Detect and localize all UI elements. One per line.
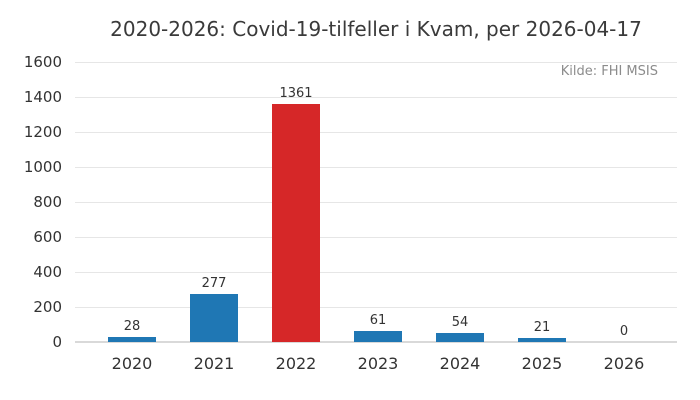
x-tick-label-2026: 2026 [603,354,645,373]
bar-value-label-2026: 0 [619,324,629,339]
x-axis: 2020 2021 2022 2023 2024 2025 2026 [75,354,677,378]
bar-value-label-2021: 277 [201,276,227,291]
y-tick-label: 800 [33,193,62,211]
bar-value-label-2023: 61 [369,313,387,328]
source-annotation: Kilde: FHI MSIS [560,64,658,79]
bar-2020 [108,337,156,342]
gridline [75,132,677,133]
bar-2021 [190,294,238,342]
x-tick-label-2024: 2024 [439,354,481,373]
x-tick-label-2022: 2022 [275,354,317,373]
x-tick-label-2020: 2020 [111,354,153,373]
y-axis: 0 200 400 600 800 1000 1200 1400 1600 [0,53,62,351]
y-tick-label: 1600 [23,53,62,71]
gridline [75,97,677,98]
gridline [75,307,677,308]
gridline [75,167,677,168]
y-tick-label: 1400 [23,88,62,106]
y-tick-label: 1000 [23,158,62,176]
bar-value-label-2020: 28 [123,319,141,334]
bar-2025 [518,338,566,342]
chart-title: 2020-2026: Covid-19-tilfeller i Kvam, pe… [110,17,642,41]
y-tick-label: 1200 [23,123,62,141]
y-tick-label: 600 [33,228,62,246]
bar-2023 [354,331,402,342]
plot-area: 28 277 1361 61 54 21 0 [75,62,677,343]
y-tick-label: 0 [52,333,62,351]
x-tick-label-2023: 2023 [357,354,399,373]
bar-2024 [436,333,484,342]
bar-value-label-2024: 54 [451,315,469,330]
y-tick-label: 400 [33,263,62,281]
gridline [75,237,677,238]
bar-value-label-2022: 1361 [279,86,313,101]
x-tick-label-2025: 2025 [521,354,563,373]
bar-value-label-2025: 21 [533,320,551,335]
axis-baseline [75,341,677,343]
gridline [75,202,677,203]
gridline [75,62,677,63]
bar-2022 [272,104,320,342]
y-tick-label: 200 [33,298,62,316]
gridline [75,272,677,273]
x-tick-label-2021: 2021 [193,354,235,373]
